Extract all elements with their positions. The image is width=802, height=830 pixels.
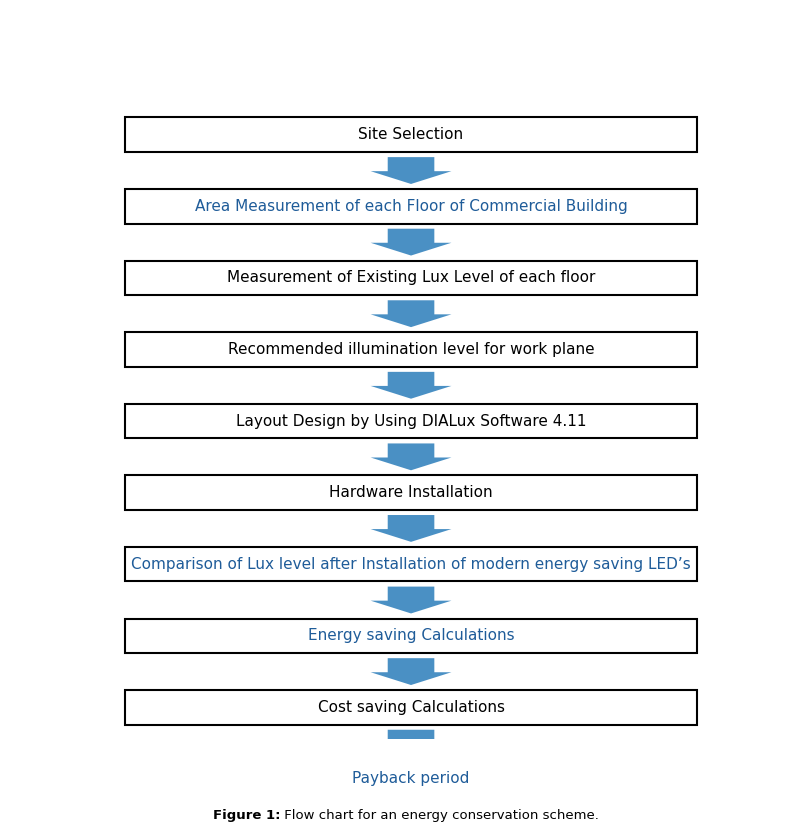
Text: Cost saving Calculations: Cost saving Calculations (318, 700, 504, 715)
Text: Payback period: Payback period (352, 771, 470, 787)
Text: Site Selection: Site Selection (358, 127, 464, 142)
Bar (125, 690, 697, 725)
Polygon shape (371, 157, 452, 184)
Bar (125, 476, 697, 510)
Text: Hardware Installation: Hardware Installation (329, 486, 493, 500)
Text: Energy saving Calculations: Energy saving Calculations (308, 628, 514, 643)
Bar (125, 618, 697, 653)
Bar (125, 189, 697, 223)
Polygon shape (371, 443, 452, 471)
Polygon shape (371, 515, 452, 542)
Text: Comparison of Lux level after Installation of modern energy saving LED’s: Comparison of Lux level after Installati… (132, 557, 691, 572)
Text: Area Measurement of each Floor of Commercial Building: Area Measurement of each Floor of Commer… (195, 199, 627, 214)
Bar (125, 547, 697, 582)
Bar (125, 762, 697, 796)
Polygon shape (371, 372, 452, 398)
Text: Figure 1:: Figure 1: (213, 808, 280, 822)
Polygon shape (371, 229, 452, 256)
Text: Flow chart for an energy conservation scheme.: Flow chart for an energy conservation sc… (280, 808, 599, 822)
Text: Measurement of Existing Lux Level of each floor: Measurement of Existing Lux Level of eac… (227, 271, 595, 286)
Polygon shape (371, 730, 452, 757)
Text: Layout Design by Using DIALux Software 4.11: Layout Design by Using DIALux Software 4… (236, 413, 586, 428)
Bar (125, 261, 697, 295)
Bar (125, 118, 697, 152)
Bar (125, 332, 697, 367)
Polygon shape (371, 587, 452, 613)
Polygon shape (371, 300, 452, 327)
Text: Recommended illumination level for work plane: Recommended illumination level for work … (228, 342, 594, 357)
Bar (125, 404, 697, 438)
Polygon shape (371, 658, 452, 685)
